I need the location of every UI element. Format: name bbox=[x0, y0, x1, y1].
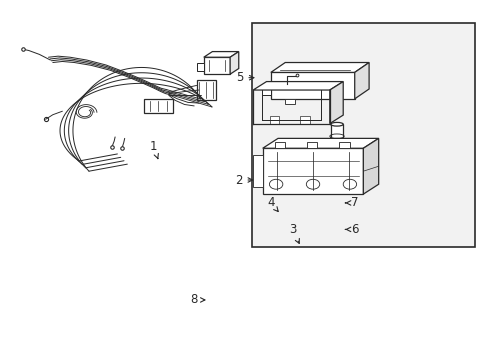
Bar bbox=[274, 142, 285, 148]
Text: 5: 5 bbox=[236, 71, 253, 84]
Polygon shape bbox=[262, 138, 378, 148]
Text: 3: 3 bbox=[288, 223, 299, 243]
Bar bbox=[196, 80, 215, 100]
Text: 2: 2 bbox=[235, 174, 252, 186]
Bar bbox=[285, 99, 294, 104]
Bar bbox=[253, 155, 262, 187]
Polygon shape bbox=[230, 51, 238, 74]
Ellipse shape bbox=[330, 168, 343, 171]
Ellipse shape bbox=[330, 122, 343, 126]
Text: 7: 7 bbox=[345, 197, 358, 210]
Circle shape bbox=[269, 179, 282, 189]
Polygon shape bbox=[203, 51, 238, 57]
Text: 8: 8 bbox=[190, 293, 204, 306]
Text: 6: 6 bbox=[345, 223, 358, 236]
Bar bbox=[269, 117, 279, 123]
Bar bbox=[262, 85, 270, 95]
Polygon shape bbox=[329, 82, 343, 123]
Bar bbox=[330, 156, 343, 170]
Bar bbox=[339, 142, 349, 148]
Bar bbox=[306, 142, 317, 148]
Circle shape bbox=[343, 179, 356, 189]
Polygon shape bbox=[354, 63, 368, 99]
Bar bbox=[196, 63, 203, 71]
Polygon shape bbox=[253, 82, 343, 90]
Text: 4: 4 bbox=[266, 197, 278, 212]
Bar bbox=[143, 99, 172, 113]
Bar bbox=[330, 124, 343, 138]
Bar bbox=[300, 117, 309, 123]
Bar bbox=[251, 23, 473, 247]
Text: 1: 1 bbox=[149, 140, 158, 159]
Ellipse shape bbox=[330, 136, 343, 139]
Circle shape bbox=[305, 179, 319, 189]
Bar bbox=[262, 148, 363, 194]
Ellipse shape bbox=[330, 154, 343, 158]
Bar bbox=[203, 57, 230, 74]
Polygon shape bbox=[363, 138, 378, 194]
Bar bbox=[270, 72, 354, 99]
Bar bbox=[330, 99, 340, 104]
Polygon shape bbox=[270, 63, 368, 72]
